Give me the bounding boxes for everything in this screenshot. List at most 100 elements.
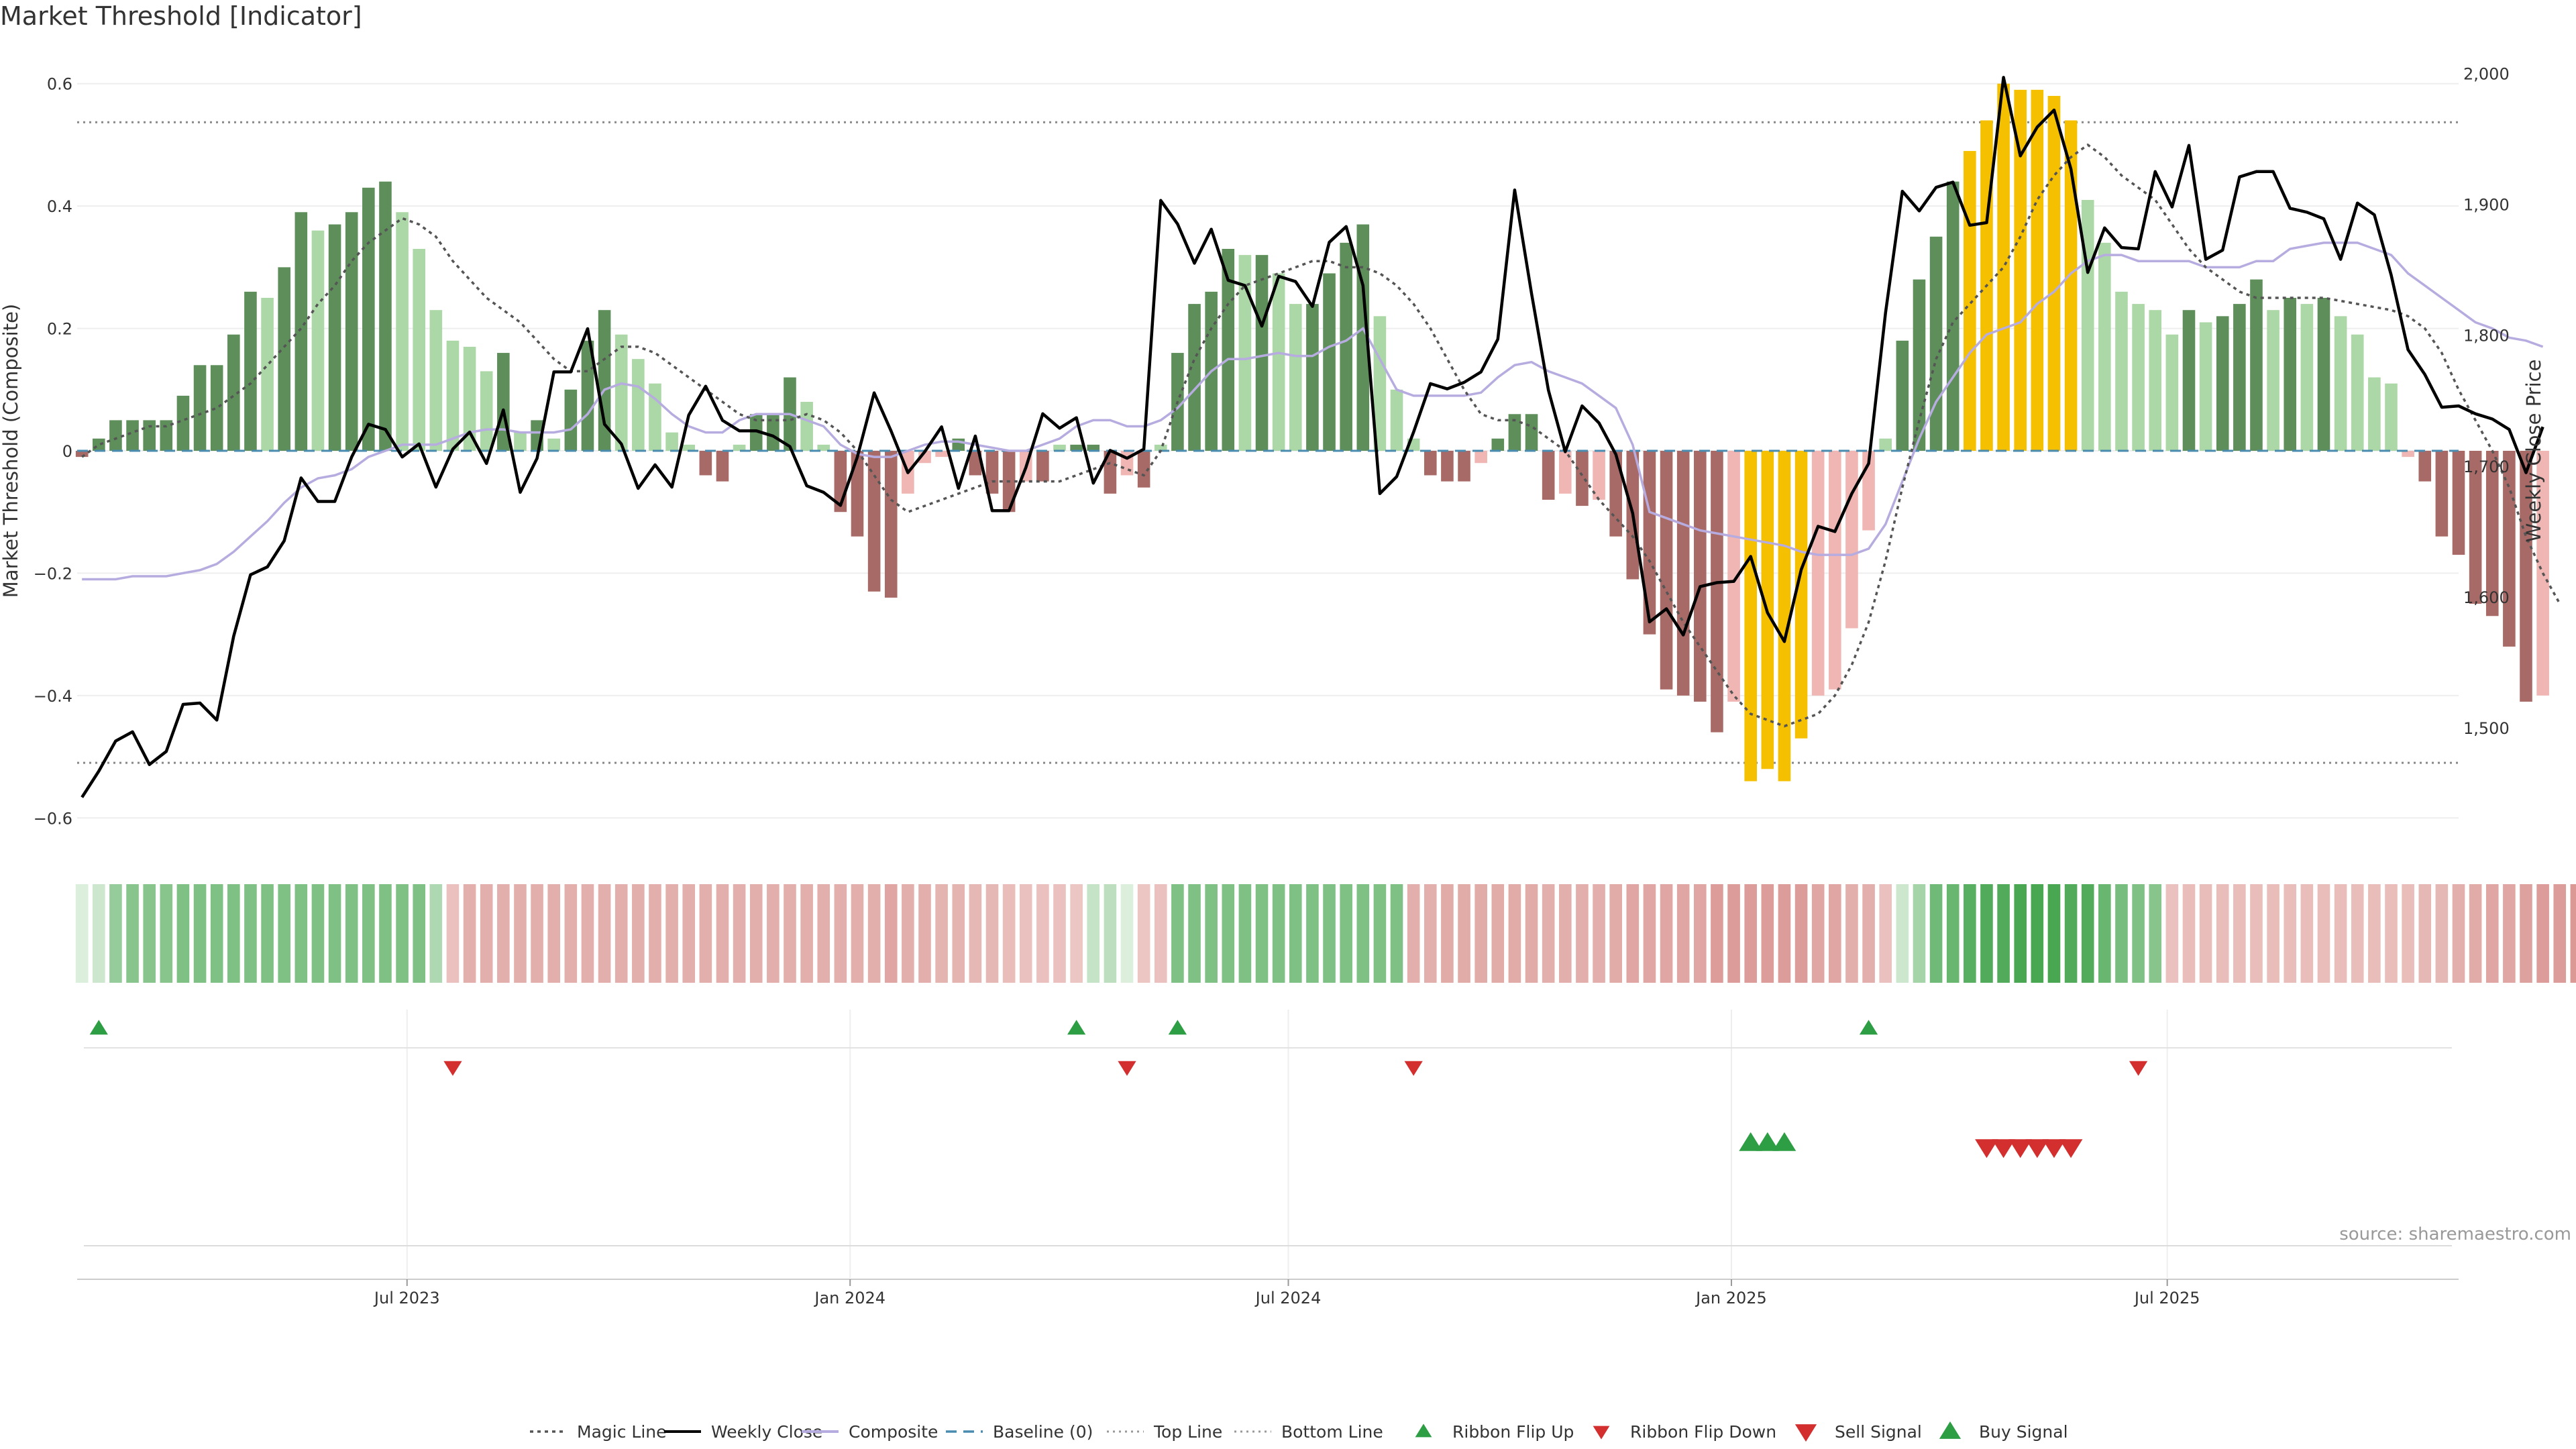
threshold-bar [1660,451,1673,690]
ribbon-segment [733,884,746,983]
ribbon-segment [1508,884,1521,983]
ribbon-segment [1929,884,1943,983]
ribbon-segment [345,884,358,983]
threshold-bar [1896,340,1909,451]
ribbon-segment [1576,884,1589,983]
buy-signal-marker [1739,1132,1763,1151]
series-lines [77,76,2561,798]
threshold-bar [429,310,443,451]
ribbon-segment [1104,884,1117,983]
threshold-bar [514,432,527,451]
threshold-bar [867,451,881,592]
threshold-bar [2115,291,2128,451]
ribbon-segment [2047,884,2061,983]
threshold-bar [749,414,763,451]
ribbon-segment [2435,884,2449,983]
ribbon-segment [2284,884,2297,983]
threshold-bar [244,291,257,451]
ribbon-segment [985,884,999,983]
ribbon-segment [244,884,257,983]
ribbon-segment [2233,884,2246,983]
ribbon-segment [547,884,561,983]
threshold-bar [1542,451,1555,500]
threshold-bar [2182,310,2196,451]
ribbon-segment [2250,884,2263,983]
ribbon-segment [1272,884,1285,983]
ribbon-segment [2334,884,2347,983]
legend-label: Buy Signal [1979,1422,2068,1442]
legend-swatch-buy-signal [1939,1421,1962,1439]
ribbon-segment [581,884,594,983]
buy-signal-marker [1756,1132,1780,1151]
magic-line [81,143,2561,728]
threshold-bar [716,451,729,482]
threshold-bar [1323,273,1336,451]
legend-label: Ribbon Flip Up [1452,1422,1574,1442]
ribbon-segment [2199,884,2212,983]
ribbon-segment [1087,884,1100,983]
ribbon-segment [2452,884,2465,983]
ribbon-segment [2149,884,2162,983]
left-tick-label: 0.4 [47,197,72,216]
ribbon-segment [1002,884,1016,983]
ribbon-segment [1491,884,1505,983]
threshold-bar [1356,224,1370,451]
threshold-bar [817,444,830,451]
sell-signal-marker [2042,1139,2066,1159]
threshold-bar [2317,297,2330,451]
threshold-bar [1744,451,1757,782]
ribbon-segment [2485,884,2499,983]
ribbon-segment [1458,884,1470,983]
threshold-bar [1794,451,1808,739]
threshold-bar [1559,451,1572,494]
ribbon-segment [784,884,796,983]
ribbon-segment [2520,884,2532,983]
threshold-bar [598,310,611,451]
ribbon-segment [2031,884,2044,983]
threshold-bar [1154,444,1167,451]
sell-signal-marker [2008,1139,2033,1159]
ribbon-segment [1879,884,1892,983]
legend-label: Composite [849,1422,938,1442]
threshold-bar [1525,414,1538,451]
ribbon-segment [649,884,661,983]
chart-title: Market Threshold [Indicator] [0,1,362,31]
ribbon-segment [176,884,190,983]
threshold-bar [547,438,561,451]
threshold-bar [379,181,392,451]
ribbon-segment [2553,884,2567,983]
ribbon-segment [514,884,527,983]
threshold-bar [564,389,578,451]
threshold-bar [2233,304,2246,451]
sell-signal-marker [1975,1139,1998,1159]
threshold-guides [77,121,2459,764]
buy-signal-marker [1772,1132,1796,1151]
ribbon-segment [2182,884,2196,983]
right-tick-label: 1,600 [2463,588,2510,607]
ribbon-segment [2014,884,2027,983]
ribbon-segment [109,884,122,983]
threshold-bar [2031,89,2044,451]
ribbon-segment [699,884,712,983]
threshold-bar [1238,255,1252,451]
sell-signal-marker [2059,1139,2083,1159]
left-axis-title: Market Threshold (Composite) [0,304,22,598]
ribbon-segment [969,884,982,983]
ribbon-segment [446,884,460,983]
threshold-bar [2402,451,2414,458]
ribbon-segment [1356,884,1370,983]
legend-swatch-ribbon-flip-up [1415,1424,1432,1438]
threshold-bar [851,451,864,537]
ribbon-segment [1964,884,1976,983]
ribbon-flip-down-marker [1118,1061,1136,1076]
ribbon-segment [362,884,375,983]
ribbon-segment [1205,884,1218,983]
ribbon-segment [1559,884,1572,983]
legend-label: Sell Signal [1835,1422,1922,1442]
threshold-bar [1390,389,1403,451]
threshold-bar [1727,451,1740,702]
threshold-bar [210,365,223,451]
threshold-bar [1289,304,1302,451]
ribbon-segment [531,884,543,983]
threshold-bar [2418,451,2432,482]
